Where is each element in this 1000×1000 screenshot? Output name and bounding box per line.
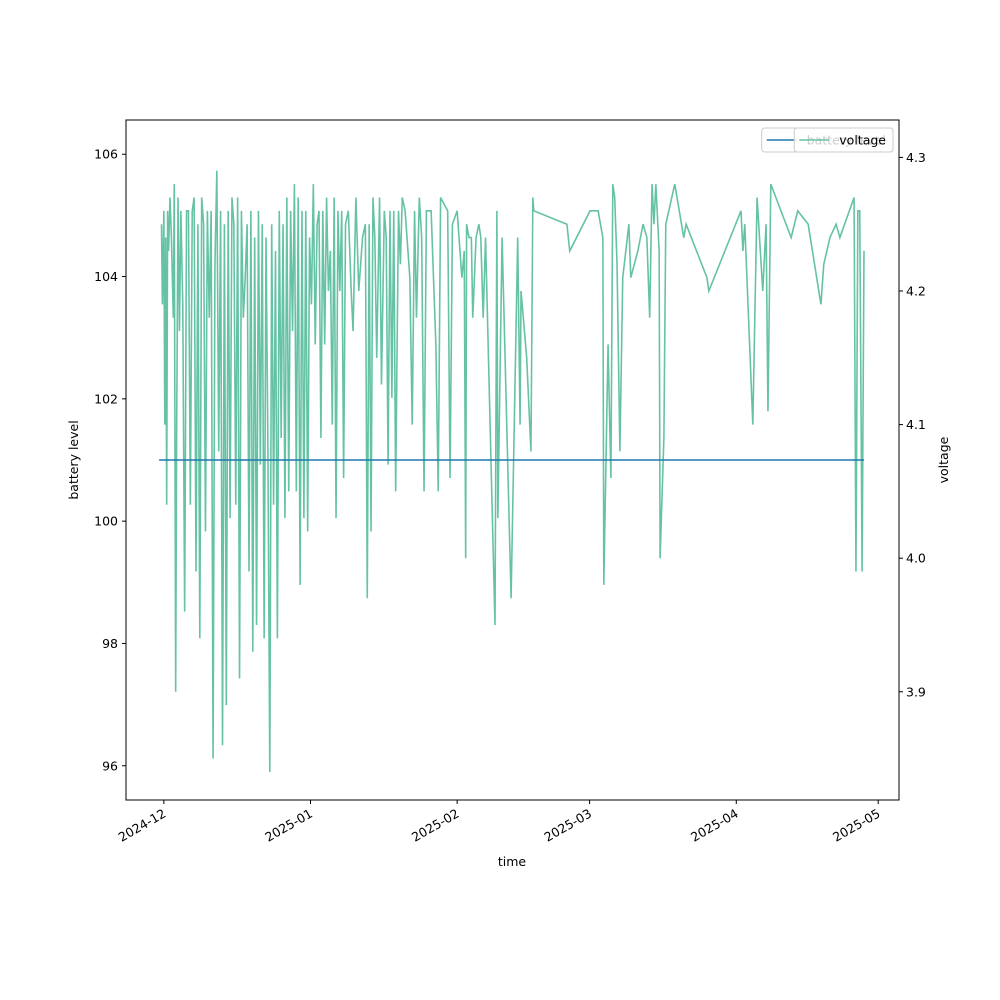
series-line (160, 170, 865, 772)
y-tick-label: 98 (102, 636, 118, 651)
y2-tick-label: 4.3 (906, 150, 926, 165)
x-tick-label: 2025-03 (541, 806, 594, 845)
y2-tick-label: 4.0 (906, 551, 926, 566)
x-tick-label: 2025-05 (830, 806, 883, 845)
y-tick-label: 106 (94, 147, 118, 162)
plot-frame (125, 119, 900, 801)
y-axis-label: battery level (66, 420, 81, 499)
legend: voltage (793, 127, 894, 153)
y-tick-label: 102 (94, 391, 118, 406)
y-tick-label: 100 (94, 514, 118, 529)
x-tick-label: 2025-01 (262, 806, 315, 845)
y2-tick-label: 4.1 (906, 417, 926, 432)
legend-label: voltage (839, 133, 886, 148)
x-tick-label: 2025-04 (688, 806, 741, 845)
y-tick-label: 104 (94, 269, 118, 284)
x-axis-label: time (498, 854, 527, 869)
x-tick-label: 2024-12 (116, 806, 169, 845)
y2-tick-label: 4.2 (906, 284, 926, 299)
y2-tick-label: 3.9 (906, 684, 926, 699)
x-tick-label: 2025-02 (409, 806, 462, 845)
legend-box (793, 127, 894, 153)
y2-axis-label: voltage (936, 436, 951, 483)
y-tick-label: 96 (102, 758, 118, 773)
